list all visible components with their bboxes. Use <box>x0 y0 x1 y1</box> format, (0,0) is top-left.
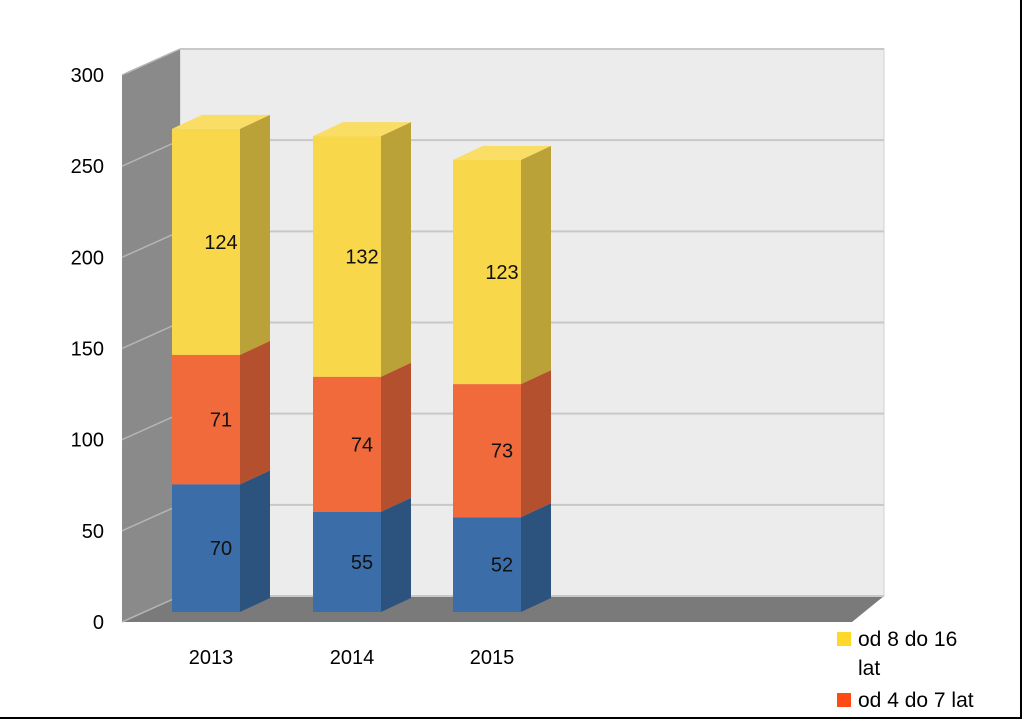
bar-front <box>313 511 381 612</box>
y-tick-label: 0 <box>93 612 104 634</box>
bar-segment: 74 <box>313 362 411 512</box>
bar-top <box>453 145 551 160</box>
legend-label-line2: lat <box>858 657 880 680</box>
bar-segment: 70 <box>172 470 270 612</box>
bar-front <box>172 128 240 355</box>
bar-segment: 73 <box>453 370 551 518</box>
bar-top <box>172 114 270 129</box>
y-tick-label: 100 <box>71 430 104 452</box>
bar-side <box>521 370 551 518</box>
gridline-side <box>121 230 181 259</box>
data-label: 73 <box>491 441 513 463</box>
bar-front <box>172 354 240 485</box>
bar-side <box>381 362 411 512</box>
x-tick-label: 2014 <box>330 647 375 669</box>
bar-segment: 124 <box>172 114 270 355</box>
bars: 70 71 124 55 74 132 52 73 123 <box>172 114 551 612</box>
y-tick-label: 250 <box>71 156 104 178</box>
gridline-side <box>121 139 181 167</box>
data-label: 123 <box>485 262 518 284</box>
bar-side <box>381 122 411 377</box>
bar-side <box>521 145 551 385</box>
bar-side <box>381 497 411 612</box>
y-tick-label: 50 <box>82 521 104 543</box>
gridline-side <box>121 504 181 532</box>
data-label: 124 <box>204 232 237 254</box>
bar-segment: 52 <box>453 503 551 612</box>
gridline-side <box>121 595 181 623</box>
bar-segment: 123 <box>453 145 551 385</box>
y-tick-label: 300 <box>71 65 104 87</box>
bar-segment: 132 <box>313 122 411 377</box>
legend: od 8 do 16 lat od 4 do 7 lat <box>837 628 974 712</box>
bar-front <box>453 384 521 518</box>
gridline-side <box>121 412 181 441</box>
legend-swatch <box>837 632 851 646</box>
x-tick-label: 2015 <box>470 647 515 669</box>
y-tick-label: 150 <box>71 339 104 361</box>
legend-label: od 8 do 16 <box>858 628 957 651</box>
bar-segment: 71 <box>172 340 270 485</box>
legend-swatch <box>837 693 851 707</box>
data-label: 70 <box>210 538 232 560</box>
bar-front <box>453 517 521 612</box>
bar-side <box>240 470 270 612</box>
bar-segment: 55 <box>313 497 411 612</box>
bar-side <box>240 114 270 355</box>
bar-front <box>172 484 240 612</box>
x-tick-label: 2013 <box>189 647 234 669</box>
x-axis-categories: 2013 2014 2015 <box>189 647 515 669</box>
data-label: 71 <box>210 410 232 432</box>
bar-front <box>313 136 381 377</box>
gridline-side <box>121 321 181 350</box>
bar-side <box>521 503 551 612</box>
data-label: 74 <box>351 434 373 456</box>
data-label: 55 <box>351 552 373 574</box>
y-axis-ticks: 0 50 100 150 200 250 300 <box>71 65 104 634</box>
bar-front <box>313 376 381 512</box>
bar-front <box>453 159 521 385</box>
data-label: 132 <box>345 246 378 268</box>
bar-top <box>313 122 411 137</box>
gridline-side <box>121 48 181 76</box>
y-tick-label: 200 <box>71 247 104 269</box>
legend-label: od 4 do 7 lat <box>858 689 974 712</box>
bar-side <box>240 340 270 485</box>
data-label: 52 <box>491 555 513 577</box>
